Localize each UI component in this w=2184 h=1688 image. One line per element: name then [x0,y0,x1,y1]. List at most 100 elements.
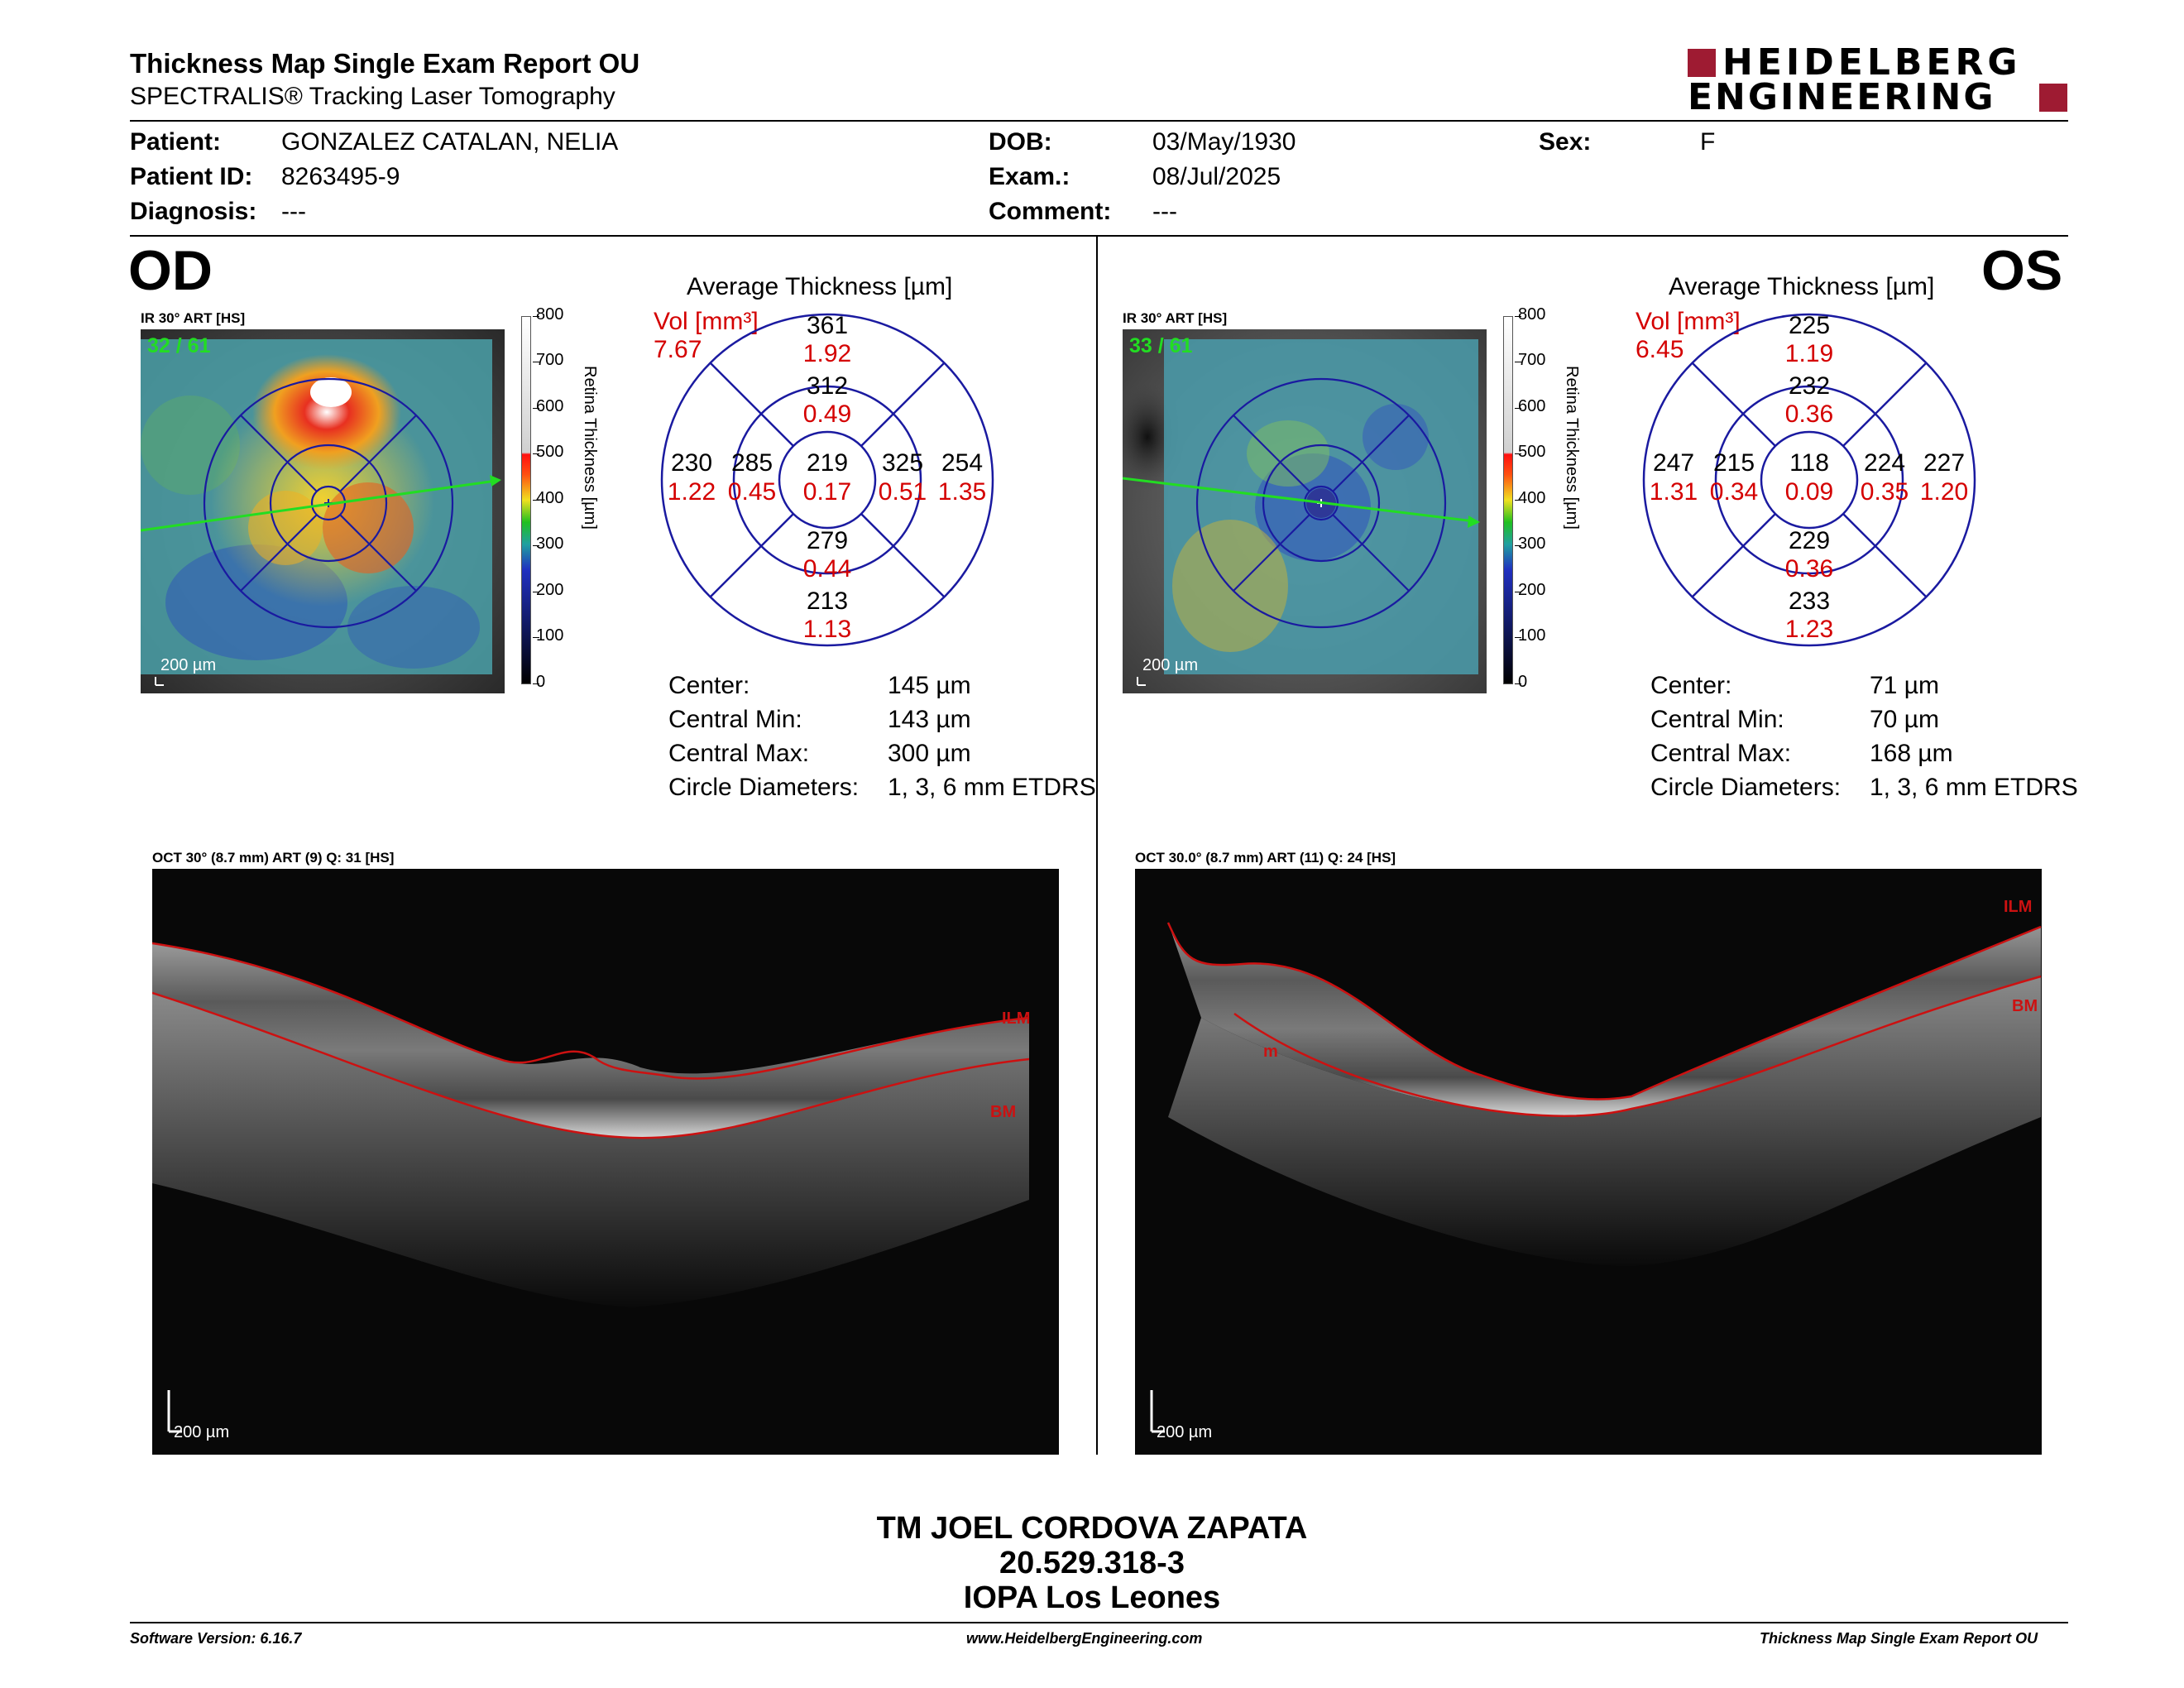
tick-mark [1515,545,1521,546]
od-outer-sup-vol: 1.92 [802,340,852,367]
exam-label: Exam.: [989,163,1070,190]
os-outer-nas: 247 [1652,449,1695,477]
od-inner-temp: 285 [730,449,774,477]
tick-mark [1515,637,1521,638]
od-cb-tick-400: 400 [536,489,564,507]
os-stats: Center: Central Min: Central Max: Circle… [1650,669,1841,804]
od-cb-tick-200: 200 [536,581,564,599]
os-inner-inf-vol: 0.36 [1784,555,1834,583]
od-stat-min-value: 143 µm [888,706,971,733]
os-inner-temp: 224 [1863,449,1906,477]
sex-label: Sex: [1539,128,1592,156]
od-oct-bscan: ILM BM 200 µm [152,869,1059,1455]
logo-text-top: HEIDELBERG [1722,41,2022,84]
center-divider [1096,237,1098,1455]
footer-software: Software Version: 6.16.7 [130,1630,302,1647]
od-cb-tick-600: 600 [536,397,564,415]
od-cb-tick-300: 300 [536,535,564,553]
od-colorbar-ticks [533,316,541,684]
os-center: 118 [1789,449,1829,477]
od-avg-title: Average Thickness [µm] [687,273,953,300]
os-stat-min-value: 70 µm [1870,706,1939,733]
os-oct-scale: 200 µm [1157,1423,1213,1441]
od-inner-inf-vol: 0.44 [802,555,852,583]
footer-report: Thickness Map Single Exam Report OU [1760,1630,2038,1647]
od-stat-max-label: Central Max: [668,740,810,767]
tick-mark [533,637,539,638]
os-stat-center-label: Center: [1650,672,1732,699]
od-oct-scale: 200 µm [174,1423,230,1441]
os-stat-max-label: Central Max: [1650,740,1792,767]
os-etdrs-grid: 225 1.19 232 0.36 118 0.09 229 0.36 233 … [1640,310,1979,650]
od-stats: Center: Central Min: Central Max: Circle… [668,669,859,804]
os-inner-inf: 229 [1789,527,1831,554]
sex-value: F [1700,128,1716,156]
os-inner-sup-vol: 0.36 [1784,400,1834,428]
od-inner-nas: 325 [881,449,924,477]
od-inner-inf: 279 [807,527,849,554]
os-map-scale: 200 µm [1142,656,1199,674]
os-frame-counter: 33 / 61 [1129,334,1193,357]
dob-value: 03/May/1930 [1152,128,1296,156]
signature-name: TM JOEL CORDOVA ZAPATA [876,1511,1308,1546]
od-inner-temp-vol: 0.45 [727,478,777,506]
footer-divider [130,1622,2068,1623]
header-divider [130,120,2068,122]
os-cb-tick-800: 800 [1518,305,1546,324]
os-cb-tick-0: 0 [1518,673,1528,691]
od-outer-inf-vol: 1.13 [802,616,852,643]
os-colorbar-ticks [1515,316,1523,684]
os-outer-sup: 225 [1789,312,1831,339]
od-cb-tick-500: 500 [536,443,564,461]
os-thickness-map: 33 / 61 200 µm [1123,329,1487,693]
tick-mark [1515,408,1521,409]
od-stat-min-label: Central Min: [668,706,802,733]
od-colorbar: 800 700 600 500 400 300 200 100 0 Retina… [513,306,612,691]
report-subtitle: SPECTRALIS® Tracking Laser Tomography [130,83,615,110]
os-cb-tick-700: 700 [1518,351,1546,369]
heidelberg-logo: HEIDELBERG ENGINEERING [1688,42,2068,118]
od-inner-sup: 312 [807,372,849,400]
os-stat-diam-label: Circle Diameters: [1650,774,1842,801]
os-colorbar-label: Retina Thickness [µm] [1563,366,1581,530]
signature-place: IOPA Los Leones [963,1580,1221,1615]
od-inner-nas-vol: 0.51 [878,478,927,506]
os-cb-tick-100: 100 [1518,626,1546,645]
os-cb-tick-400: 400 [1518,489,1546,507]
tick-mark [533,683,539,684]
od-center-vol: 0.17 [802,478,852,506]
signature-rut: 20.529.318-3 [999,1546,1185,1580]
os-bm-label: BM [2012,997,2038,1015]
od-outer-inf: 213 [807,587,849,615]
patient-label: Patient: [130,128,222,156]
os-cb-tick-200: 200 [1518,581,1546,599]
os-outer-inf: 233 [1789,587,1831,615]
os-m-marker: m [1263,1043,1278,1061]
od-center: 219 [807,449,849,477]
os-inner-sup: 232 [1789,372,1831,400]
od-oct-label: OCT 30° (8.7 mm) ART (9) Q: 31 [HS] [152,850,395,866]
os-center-vol: 0.09 [1784,478,1834,506]
os-oct-label: OCT 30.0° (8.7 mm) ART (11) Q: 24 [HS] [1135,850,1396,866]
os-outer-temp-vol: 1.20 [1919,478,1969,506]
os-outer-sup-vol: 1.19 [1784,340,1834,367]
patient-id: 8263495-9 [281,163,400,190]
exam-date: 08/Jul/2025 [1152,163,1281,190]
dob-label: DOB: [989,128,1052,156]
od-stat-center-value: 145 µm [888,672,971,699]
od-cb-tick-800: 800 [536,305,564,324]
os-stat-max-value: 168 µm [1870,740,1953,767]
os-ilm-label: ILM [2004,898,2033,916]
os-cb-tick-300: 300 [1518,535,1546,553]
od-colorbar-label: Retina Thickness [µm] [581,366,599,530]
tick-mark [533,453,539,454]
diagnosis-value: --- [281,198,306,225]
tick-mark [1515,453,1521,454]
od-thickness-map: 32 / 61 200 µm [141,329,505,693]
od-cb-tick-0: 0 [536,673,546,691]
od-vol-label: Vol [mm³] [654,308,759,335]
od-cb-tick-700: 700 [536,351,564,369]
od-etdrs-grid: 361 1.92 312 0.49 219 0.17 279 0.44 213 … [658,310,997,650]
od-frame-counter: 32 / 61 [147,334,211,357]
info-divider [130,235,2068,237]
